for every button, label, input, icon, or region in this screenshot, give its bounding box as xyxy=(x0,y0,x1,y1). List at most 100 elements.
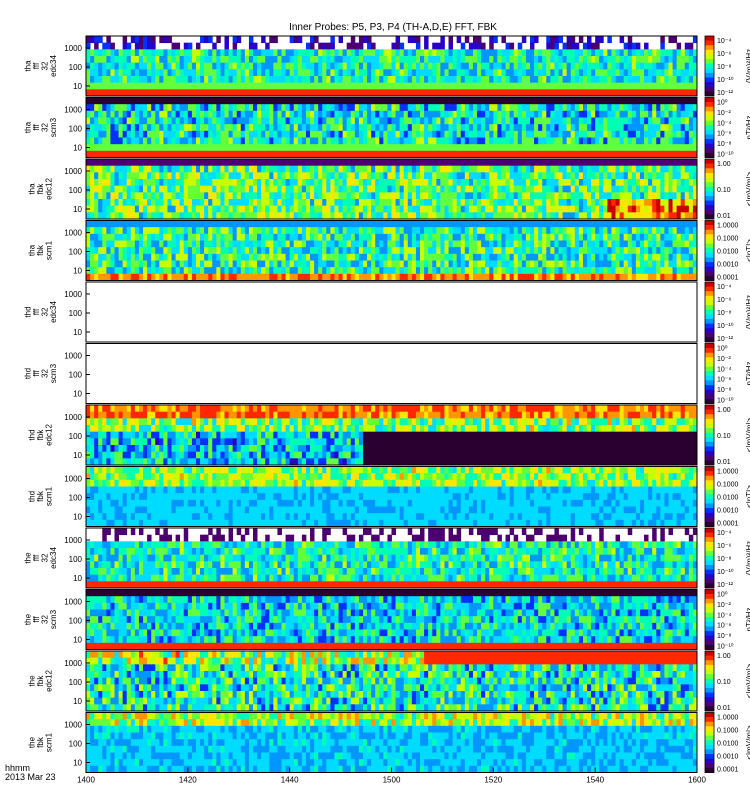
colorbar-tick-label: 10⁻⁶ xyxy=(717,51,731,58)
colorbar-cell xyxy=(705,375,714,381)
colorbar-cell xyxy=(705,77,714,83)
colorbar-tick-label: 0.0100 xyxy=(717,741,739,748)
y-tick-label: 10 xyxy=(73,574,82,583)
y-tick-label: 100 xyxy=(69,678,83,687)
colorbar-cell xyxy=(705,209,714,215)
colorbar-cell xyxy=(705,607,714,613)
colorbar-cell xyxy=(705,91,714,97)
colorbar-cell xyxy=(705,574,714,580)
colorbar-cell xyxy=(705,389,714,395)
colorbar-cell xyxy=(705,168,714,174)
colorbar-cell xyxy=(705,692,714,698)
y-tick-label: 1000 xyxy=(64,659,82,668)
colorbar-cell xyxy=(705,291,714,297)
colorbar-cell xyxy=(705,475,714,481)
colorbar-tick-label: 10⁻¹² xyxy=(717,336,734,343)
colorbar-cell xyxy=(705,220,714,226)
colorbar-cell xyxy=(705,631,714,636)
colorbar-cell xyxy=(705,498,714,504)
colorbar-cell xyxy=(705,318,714,324)
colorbar-tick-label: 0.1000 xyxy=(717,728,739,735)
colorbar-cell xyxy=(705,517,714,523)
colorbar-cell xyxy=(705,63,714,69)
colorbar-cell xyxy=(705,418,714,424)
spectrogram-panel: 1000 100 10 thafbkedc12 1.00 0.10 0.01 <|mV/m|> xyxy=(28,158,750,220)
colorbar-cell xyxy=(705,262,714,267)
y-tick-label: 100 xyxy=(69,125,83,134)
colorbar-tick-label: 10⁻⁶ xyxy=(717,623,731,630)
y-tick-label: 10 xyxy=(73,205,82,214)
colorbar-cell xyxy=(705,225,714,231)
colorbar-tick-label: 10⁻⁴ xyxy=(717,120,732,127)
colorbar-cell xyxy=(705,735,714,741)
colorbar-cell xyxy=(705,730,714,736)
x-tick-label: 1500 xyxy=(383,776,401,785)
x-tick-label: 1400 xyxy=(77,776,95,785)
colorbar-cell xyxy=(705,36,714,41)
y-tick-label: 100 xyxy=(69,63,83,72)
colorbar-cell xyxy=(705,214,714,220)
panel-ylabel: thafbkedc12 xyxy=(28,178,54,200)
spectrogram-panel: 1000 100 10 thdfbkscm1 1.0000 0.1000 0.0100 0.0… xyxy=(28,466,750,528)
colorbar-cell xyxy=(705,489,714,495)
colorbar-cell xyxy=(705,172,714,178)
y-tick-label: 100 xyxy=(69,309,83,318)
y-tick-label: 100 xyxy=(69,186,83,195)
colorbar-cell xyxy=(705,305,714,310)
chart-title: Inner Probes: P5, P3, P4 (TH-A,D,E) FFT,… xyxy=(289,22,497,33)
colorbar-tick-label: 10⁻¹⁰ xyxy=(717,568,734,576)
colorbar-cell xyxy=(705,275,714,281)
colorbar-cell xyxy=(705,200,714,206)
y-tick-label: 10 xyxy=(73,759,82,768)
colorbar-unit-label: <|mV/m|> xyxy=(745,725,750,760)
colorbar-tick-label: 10⁻⁴ xyxy=(717,366,732,373)
y-tick-label: 100 xyxy=(69,617,83,626)
colorbar-cell xyxy=(705,644,714,650)
colorbar-tick-label: 10⁻¹² xyxy=(717,582,734,589)
y-tick-label: 100 xyxy=(69,371,83,380)
colorbar-cell xyxy=(705,314,714,320)
colorbar-tick-label: 10⁻¹⁰ xyxy=(717,322,734,330)
colorbar-tick-label: 1.00 xyxy=(717,653,731,660)
date-label: 2013 Mar 23 xyxy=(5,772,56,782)
colorbar-tick-label: 0.10 xyxy=(717,679,731,686)
colorbar-cell xyxy=(705,674,714,679)
colorbar-tick-label: 0.0100 xyxy=(717,495,739,502)
colorbar-tick-label: 10⁻⁸ xyxy=(717,556,731,563)
y-tick-label: 10 xyxy=(73,82,82,91)
panel-ylabel: thdfbkscm1 xyxy=(28,486,54,506)
colorbar-cell xyxy=(705,617,714,623)
colorbar-tick-label: 10⁻¹² xyxy=(717,90,734,97)
colorbar-cell xyxy=(705,721,714,727)
colorbar-cell xyxy=(705,541,714,547)
colorbar-cell xyxy=(705,385,714,390)
colorbar-cell xyxy=(705,152,714,158)
colorbar-tick-label: 10⁻⁸ xyxy=(717,64,731,71)
colorbar-cell xyxy=(705,139,714,144)
y-tick-label: 1000 xyxy=(64,44,82,53)
spectrogram-panel: 1000 100 10 thafbkscm1 1.0000 0.1000 0.0100 0.0… xyxy=(28,220,750,282)
colorbar-tick-label: 10⁻¹⁰ xyxy=(717,151,734,159)
colorbar-cell xyxy=(705,594,714,600)
colorbar-tick-label: 0.01 xyxy=(717,705,731,712)
colorbar-cell xyxy=(705,466,714,472)
colorbar-tick-label: 10⁻⁴ xyxy=(717,612,732,619)
y-tick-label: 1000 xyxy=(64,106,82,115)
y-tick-label: 10 xyxy=(73,390,82,399)
colorbar-tick-label: 10⁻⁴ xyxy=(717,530,732,537)
colorbar-cell xyxy=(705,655,714,661)
colorbar-cell xyxy=(705,551,714,556)
y-tick-label: 1000 xyxy=(64,290,82,299)
colorbar-tick-label: 10⁻⁴ xyxy=(717,284,732,291)
colorbar-cell xyxy=(705,669,714,675)
colorbar-tick-label: 1.0000 xyxy=(717,715,739,722)
colorbar-tick-label: 1.0000 xyxy=(717,469,739,476)
colorbar-cell xyxy=(705,532,714,538)
colorbar-cell xyxy=(705,205,714,211)
y-tick-label: 100 xyxy=(69,248,83,257)
colorbar-cell xyxy=(705,229,714,235)
colorbar-cell xyxy=(705,40,714,46)
colorbar-cell xyxy=(705,598,714,604)
colorbar-cell xyxy=(705,282,714,287)
